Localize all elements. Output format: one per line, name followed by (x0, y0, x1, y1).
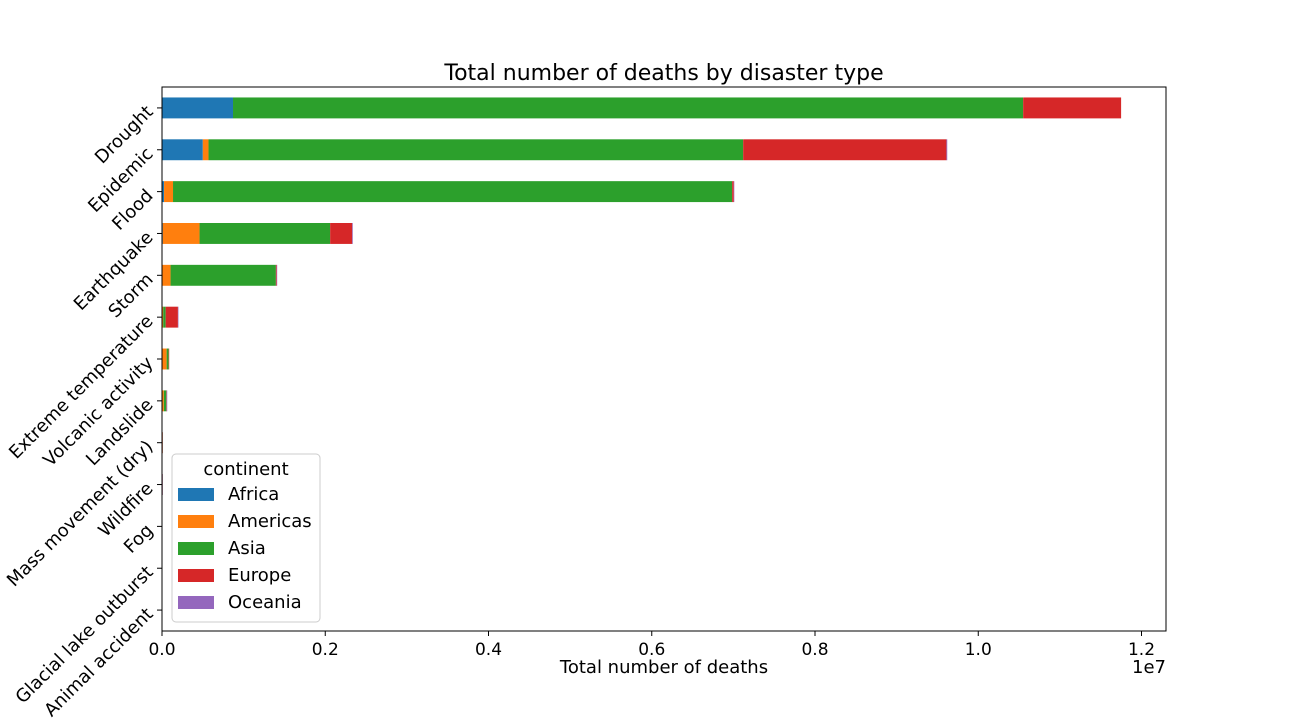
bar-segment (162, 264, 171, 286)
bar-segment (173, 181, 733, 203)
legend-label: Asia (228, 538, 266, 559)
bar-segment (732, 181, 734, 203)
x-tick-label: 1.0 (965, 640, 992, 660)
bar-segment (743, 139, 947, 161)
legend-swatch (178, 569, 214, 582)
x-axis-scale-label: 1e7 (1132, 657, 1166, 678)
x-tick-label: 0.0 (148, 640, 175, 660)
bar-segment (162, 348, 167, 370)
legend-label: Europe (228, 565, 291, 586)
bar-segment (276, 264, 278, 286)
bar-segment (733, 181, 735, 203)
x-tick-label: 0.2 (312, 640, 339, 660)
bar-segment (162, 223, 200, 244)
y-tick-label: Fog (120, 520, 158, 558)
legend: continent Africa Americas Asia Europe Oceania (171, 453, 321, 623)
x-tick-label: 1.2 (1128, 640, 1155, 660)
x-axis: 0.0 0.2 0.4 0.6 0.8 1.0 1.2 (148, 631, 1155, 660)
bar-segment (163, 390, 167, 412)
bar-segment (1023, 97, 1122, 119)
x-axis-label: Total number of deaths (559, 657, 768, 678)
bar-segment (165, 306, 178, 328)
bar-segment (208, 139, 744, 161)
legend-title: continent (203, 459, 288, 480)
bar-segment (946, 139, 948, 161)
bar-segment (166, 390, 168, 412)
bar-segment (162, 181, 165, 203)
bar-segment (162, 306, 164, 328)
x-tick-label: 0.8 (801, 640, 828, 660)
x-tick-label: 0.6 (638, 640, 665, 660)
legend-label: Oceania (228, 592, 302, 613)
legend-swatch (178, 542, 214, 555)
legend-swatch (178, 488, 214, 501)
bar-segment (166, 348, 169, 370)
bar-segment (162, 97, 234, 119)
chart-title: Total number of deaths by disaster type (443, 61, 883, 86)
bar-segment (170, 264, 276, 286)
x-tick-label: 0.4 (475, 640, 502, 660)
bar-segment (352, 223, 353, 244)
legend-label: Americas (228, 511, 312, 532)
bar-segment (162, 390, 164, 412)
bar-segment (233, 97, 1024, 119)
legend-swatch (178, 596, 214, 609)
bars-layer (162, 97, 1122, 579)
bar-segment (162, 139, 203, 161)
legend-label: Africa (228, 484, 279, 505)
bar-segment (202, 139, 209, 161)
bar-segment (177, 306, 179, 328)
bar-segment (275, 264, 277, 286)
y-axis: DroughtEpidemicFloodEarthquakeStormExtre… (3, 102, 162, 721)
bar-segment (164, 181, 174, 203)
bar-segment (330, 223, 353, 244)
bar-segment (199, 223, 331, 244)
legend-swatch (178, 515, 214, 528)
bar-segment (168, 348, 170, 370)
bar-segment (163, 306, 166, 328)
bar-segment (166, 390, 167, 412)
